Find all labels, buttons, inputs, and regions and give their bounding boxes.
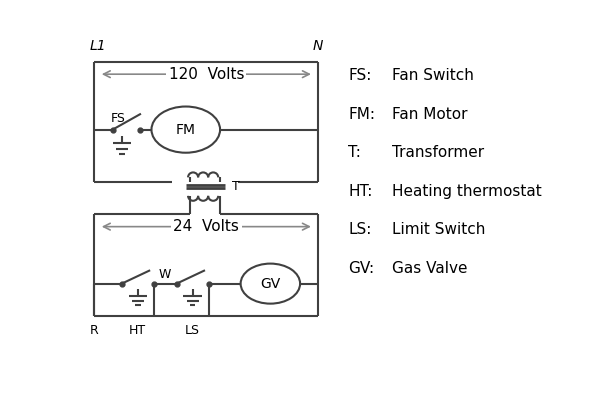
Text: Fan Motor: Fan Motor bbox=[392, 107, 467, 122]
Text: N: N bbox=[313, 39, 323, 53]
Text: LS: LS bbox=[185, 324, 200, 337]
Text: HT:: HT: bbox=[348, 184, 372, 199]
Text: Gas Valve: Gas Valve bbox=[392, 261, 467, 276]
Text: FS:: FS: bbox=[348, 68, 372, 83]
Text: FM:: FM: bbox=[348, 107, 375, 122]
Text: Heating thermostat: Heating thermostat bbox=[392, 184, 541, 199]
Text: LS:: LS: bbox=[348, 222, 372, 237]
Text: HT: HT bbox=[129, 324, 146, 337]
Text: Limit Switch: Limit Switch bbox=[392, 222, 485, 237]
Text: FS: FS bbox=[110, 112, 125, 125]
Text: Transformer: Transformer bbox=[392, 145, 484, 160]
Text: T: T bbox=[231, 180, 240, 193]
Text: Fan Switch: Fan Switch bbox=[392, 68, 473, 83]
Text: 24  Volts: 24 Volts bbox=[173, 219, 240, 234]
Text: R: R bbox=[90, 324, 99, 337]
Text: FM: FM bbox=[176, 123, 196, 137]
Text: GV:: GV: bbox=[348, 261, 374, 276]
Text: T:: T: bbox=[348, 145, 361, 160]
Text: 120  Volts: 120 Volts bbox=[169, 67, 244, 82]
Text: L1: L1 bbox=[90, 39, 106, 53]
Text: GV: GV bbox=[260, 277, 280, 291]
Text: W: W bbox=[158, 268, 171, 280]
